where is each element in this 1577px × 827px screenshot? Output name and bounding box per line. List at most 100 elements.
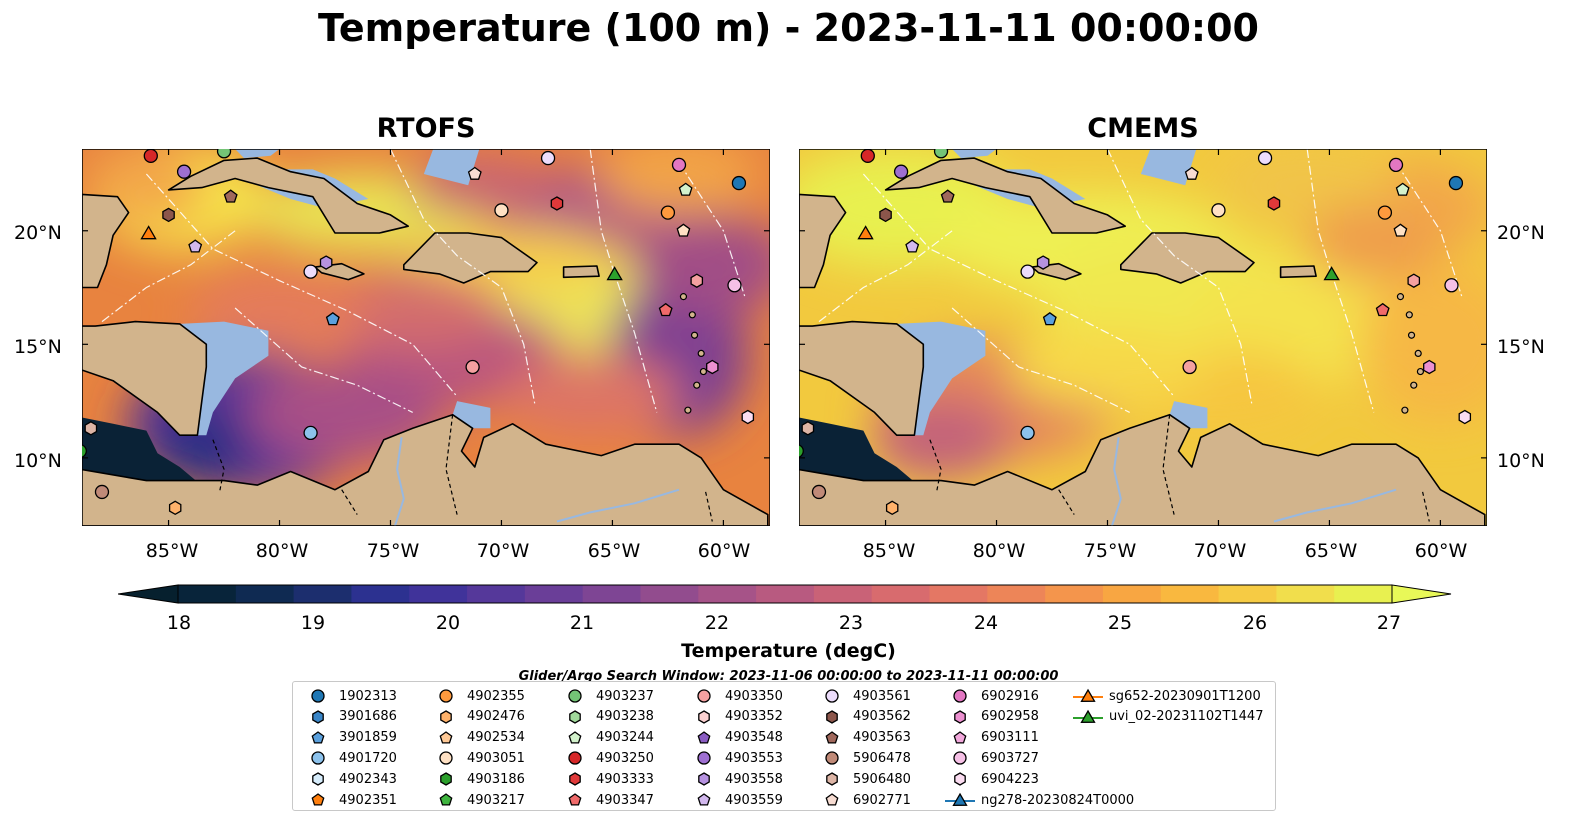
- legend-symbol: [945, 728, 975, 748]
- colorbar-segment: [467, 585, 526, 603]
- lon-label-70w-right: 70°W: [1193, 540, 1247, 562]
- rtofs-marker-29: [94, 484, 110, 500]
- legend-marker: [1080, 709, 1096, 723]
- legend-symbol: [560, 707, 590, 727]
- rtofs-marker-10: [188, 239, 203, 253]
- legend-symbol: [945, 748, 975, 768]
- legend-marker: [697, 689, 711, 703]
- cmems-marker-1: [933, 149, 949, 159]
- rtofs-marker-31: [82, 444, 87, 458]
- map-cmems: [799, 149, 1487, 526]
- colorbar-tick-25: 25: [1107, 612, 1133, 634]
- legend-marker: [826, 772, 838, 786]
- cmems-marker-20: [1323, 266, 1340, 281]
- legend-item: 4902351: [303, 790, 397, 810]
- legend-marker: [1080, 688, 1096, 702]
- legend-label: 4903347: [596, 792, 654, 808]
- legend-marker: [569, 710, 581, 724]
- legend-marker: [569, 772, 581, 786]
- colorbar-segment: [756, 585, 815, 603]
- legend-item: 4903561: [817, 686, 911, 706]
- legend-label: 3901859: [339, 730, 397, 746]
- legend-item: 4902476: [431, 707, 525, 727]
- lat-label-10n-left: 10°N: [14, 450, 62, 472]
- legend-marker: [439, 751, 453, 766]
- cmems-marker-17: [1020, 264, 1035, 279]
- legend-symbol: [431, 790, 461, 810]
- legend-item: 5906480: [817, 769, 911, 789]
- legend-marker: [568, 730, 582, 744]
- cmems-marker-24: [1182, 359, 1197, 375]
- colorbar-tick-20: 20: [435, 612, 461, 634]
- colorbar-segment: [871, 585, 931, 603]
- legend-marker: [954, 772, 966, 786]
- legend-marker: [953, 689, 967, 703]
- legend-symbol: [689, 728, 719, 748]
- cmems-marker-27: [1020, 425, 1035, 441]
- legend-label: 4903553: [725, 750, 783, 766]
- legend-marker: [311, 730, 325, 744]
- rtofs-marker-17: [303, 264, 318, 279]
- rtofs-marker-12: [494, 203, 509, 218]
- rtofs-marker-7: [223, 189, 238, 203]
- cmems-marker-6: [893, 164, 909, 179]
- legend-label: 4903558: [725, 771, 783, 787]
- legend-symbol: [303, 769, 333, 789]
- legend-marker: [825, 689, 839, 703]
- legend-item: uvi_02-20231102T1447: [1073, 707, 1263, 727]
- legend-symbol: [817, 748, 847, 768]
- rtofs-marker-5: [731, 175, 747, 191]
- colorbar-segment: [582, 585, 642, 603]
- legend-label: 6902771: [853, 792, 911, 808]
- legend-item: 4902343: [303, 769, 397, 789]
- legend-marker: [953, 730, 967, 744]
- lon-label-70w-left: 70°W: [476, 540, 530, 562]
- legend-label: 4903238: [596, 709, 654, 725]
- rtofs-marker-1: [216, 149, 232, 159]
- legend-item: 6904223: [945, 769, 1039, 789]
- colorbar-segment: [351, 585, 410, 603]
- rtofs-marker-23: [658, 302, 673, 317]
- colorbar: [117, 584, 1452, 608]
- colorbar-segment: [178, 585, 237, 603]
- cmems-marker-23: [1375, 302, 1390, 317]
- colorbar-segment: [293, 585, 353, 603]
- legend-item: 4903051: [431, 748, 525, 768]
- legend-label: 4903186: [467, 771, 525, 787]
- legend-marker: [568, 689, 582, 703]
- legend-marker: [568, 751, 582, 766]
- cmems-marker-30: [885, 500, 899, 516]
- legend-symbol: [431, 686, 461, 706]
- legend-symbol: [945, 686, 975, 706]
- legend-item: 4903217: [431, 790, 525, 810]
- lon-label-75w-right: 75°W: [1083, 540, 1137, 562]
- rtofs-marker-27: [303, 425, 318, 441]
- legend-label: 4903217: [467, 792, 525, 808]
- legend-symbol: [431, 728, 461, 748]
- legend-item: 6902958: [945, 707, 1039, 727]
- legend-label: 1902313: [339, 688, 397, 704]
- lon-label-85w-left: 85°W: [145, 540, 199, 562]
- legend-symbol: [560, 769, 590, 789]
- legend-item: 3901686: [303, 707, 397, 727]
- rtofs-marker-14: [660, 205, 676, 220]
- colorbar-segment: [813, 585, 873, 603]
- cmems-marker-31: [799, 444, 804, 458]
- legend-item: 4901720: [303, 748, 397, 768]
- legend-symbol: [817, 790, 847, 810]
- legend-symbol: [560, 728, 590, 748]
- colorbar-segment: [235, 585, 295, 603]
- rtofs-marker-6: [176, 164, 192, 179]
- colorbar-segment: [1276, 585, 1335, 603]
- legend-label: 4902351: [339, 792, 397, 808]
- legend-label: 5906478: [853, 750, 911, 766]
- cmems-marker-12: [1211, 203, 1226, 218]
- lon-label-60w-left: 60°W: [697, 540, 751, 562]
- legend-symbol: [817, 686, 847, 706]
- legend-marker: [697, 730, 711, 744]
- legend-label: 4903237: [596, 688, 654, 704]
- legend-item: 3901859: [303, 728, 397, 748]
- legend-item: 4903559: [689, 790, 783, 810]
- legend-item: 6903727: [945, 748, 1039, 768]
- legend-symbol: [560, 790, 590, 810]
